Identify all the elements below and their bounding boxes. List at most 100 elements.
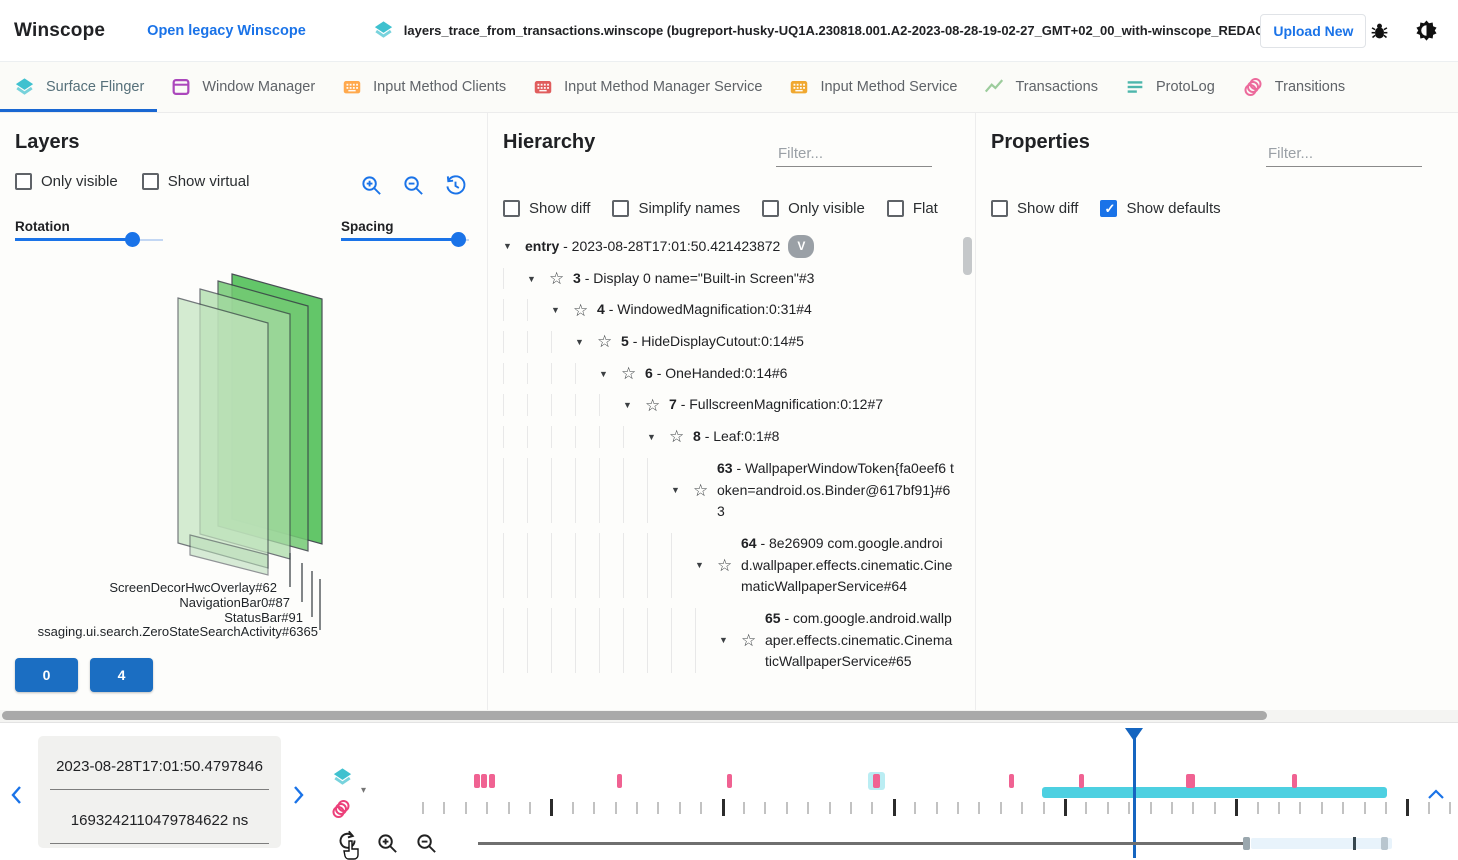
show-diff-checkbox[interactable]: Show diff [503, 200, 590, 217]
checkbox-box[interactable] [612, 200, 630, 217]
zoom-range-handle-left[interactable] [1243, 837, 1250, 850]
zoom-in-icon[interactable] [359, 173, 383, 197]
slider-thumb[interactable] [450, 232, 466, 247]
star-icon[interactable]: ☆ [669, 427, 685, 447]
reset-view-icon[interactable] [443, 173, 467, 197]
zoom-range-track[interactable] [478, 842, 1243, 845]
hierarchy-filter-input[interactable] [776, 141, 932, 167]
transition-event-marker[interactable] [1186, 774, 1195, 788]
tree-node[interactable]: ▼ ☆ 5 - HideDisplayCutout:0:14#5 [503, 326, 960, 358]
expand-arrow-icon[interactable]: ▼ [719, 635, 728, 646]
expand-arrow-icon[interactable]: ▼ [599, 368, 608, 379]
checkbox-box[interactable] [886, 200, 904, 217]
tree-node[interactable]: ▼ ☆ 3 - Display 0 name="Built-in Screen"#3 [503, 263, 960, 295]
expand-arrow-icon[interactable]: ▼ [623, 400, 632, 411]
expand-arrow-icon[interactable]: ▼ [575, 336, 584, 347]
transition-event-marker[interactable] [481, 774, 487, 788]
slider-thumb[interactable] [125, 232, 141, 247]
star-icon[interactable]: ☆ [549, 269, 565, 289]
star-icon[interactable]: ☆ [597, 332, 613, 352]
tab-input-method-manager-service[interactable]: Input Method Manager Service [519, 62, 775, 112]
transition-event-marker[interactable] [1079, 774, 1084, 788]
timeline-ruler[interactable] [415, 723, 1458, 860]
tree-node[interactable]: ▼ ☆ 65 - com.google.android.wallpaper.effe… [503, 603, 960, 678]
star-icon[interactable]: ☆ [645, 395, 661, 415]
tree-node[interactable]: ▼ entry - 2023-08-28T17:01:50.421423872 V [503, 230, 960, 263]
expand-arrow-icon[interactable]: ▼ [527, 273, 536, 284]
transition-event-marker[interactable] [727, 774, 732, 788]
reset-zoom-icon[interactable] [337, 830, 358, 856]
checkbox-box[interactable] [141, 173, 159, 190]
expand-arrow-icon[interactable]: ▼ [671, 485, 680, 496]
tab-protolog[interactable]: ProtoLog [1111, 62, 1228, 112]
playhead-handle[interactable] [1125, 728, 1143, 741]
star-icon[interactable]: ☆ [693, 480, 709, 500]
only-visible-checkbox[interactable]: Only visible [762, 200, 865, 217]
tree-node[interactable]: ▼ ☆ 7 - FullscreenMagnification:0:12#7 [503, 389, 960, 421]
expand-timeline-button[interactable] [1426, 783, 1446, 807]
show-virtual-checkbox[interactable]: Show virtual [141, 173, 249, 190]
transition-event-marker[interactable] [1292, 774, 1297, 788]
flat-checkbox[interactable]: Flat [886, 200, 938, 217]
only-visible-checkbox[interactable]: Only visible [15, 173, 118, 190]
checkbox-box[interactable] [1100, 200, 1118, 217]
scrollbar-thumb[interactable] [2, 711, 1267, 720]
simplify-names-checkbox[interactable]: Simplify names [612, 200, 740, 217]
properties-filter-input[interactable] [1266, 141, 1422, 167]
next-entry-button[interactable] [288, 783, 308, 807]
show-diff-checkbox[interactable]: Show diff [991, 200, 1078, 217]
playhead-line[interactable] [1133, 728, 1136, 858]
surface-flinger-trace-icon[interactable] [331, 766, 354, 794]
tree-node[interactable]: ▼ ☆ 8 - Leaf:0:1#8 [503, 421, 960, 453]
layer-id-button[interactable]: 0 [15, 658, 78, 692]
transition-event-marker[interactable] [1009, 774, 1014, 788]
expand-arrow-icon[interactable]: ▼ [551, 305, 560, 316]
previous-entry-button[interactable] [6, 783, 26, 807]
checkbox-box[interactable] [991, 200, 1008, 217]
tab-window-manager[interactable]: Window Manager [157, 62, 328, 112]
timestamp-ns-input[interactable] [50, 798, 269, 844]
star-icon[interactable]: ☆ [717, 555, 733, 575]
tab-input-method-clients[interactable]: Input Method Clients [328, 62, 519, 112]
tree-node[interactable]: ▼ ☆ 6 - OneHanded:0:14#6 [503, 358, 960, 390]
open-legacy-link[interactable]: Open legacy Winscope [147, 22, 306, 39]
tab-input-method-service[interactable]: Input Method Service [775, 62, 970, 112]
transition-event-marker[interactable] [474, 774, 480, 788]
zoom-out-icon[interactable] [401, 173, 425, 197]
zoom-range-handle-right[interactable] [1381, 837, 1388, 850]
tab-transitions[interactable]: Transitions [1228, 62, 1358, 112]
transitions-trace-icon[interactable] [329, 797, 353, 826]
transition-event-marker[interactable] [617, 774, 622, 788]
spacing-slider[interactable] [341, 231, 469, 249]
timeline-zoom-in-icon[interactable] [376, 832, 399, 860]
layers-3d-scene[interactable]: ScreenDecorHwcOverlay#62 NavigationBar0#8… [0, 253, 487, 639]
transition-event-marker[interactable] [489, 774, 495, 788]
star-icon[interactable]: ☆ [741, 630, 757, 650]
trace-coverage-bar[interactable] [1042, 787, 1387, 798]
expand-arrow-icon[interactable]: ▼ [695, 560, 704, 571]
hierarchy-scrollbar[interactable] [963, 230, 972, 695]
tree-node[interactable]: ▼ ☆ 64 - 8e26909 com.google.android.wallpa… [503, 528, 960, 603]
scrollbar-thumb[interactable] [963, 237, 972, 275]
checkbox-box[interactable] [762, 200, 780, 217]
tab-transactions[interactable]: Transactions [970, 62, 1110, 112]
timeline-zoom-out-icon[interactable] [415, 832, 438, 860]
checkbox-box[interactable] [15, 173, 32, 190]
main-horizontal-scrollbar[interactable] [0, 710, 1458, 722]
tree-node[interactable]: ▼ ☆ 63 - WallpaperWindowToken{fa0eef6 toke… [503, 453, 960, 528]
report-bug-icon[interactable] [1368, 19, 1391, 43]
timestamp-input[interactable] [50, 744, 269, 790]
tab-surface-flinger[interactable]: Surface Flinger [0, 62, 158, 112]
expand-arrow-icon[interactable]: ▼ [503, 241, 512, 252]
upload-new-button[interactable]: Upload New [1260, 13, 1367, 48]
tree-node[interactable]: ▼ ☆ 4 - WindowedMagnification:0:31#4 [503, 294, 960, 326]
show-defaults-checkbox[interactable]: Show defaults [1100, 200, 1221, 217]
star-icon[interactable]: ☆ [573, 300, 589, 320]
transition-event-marker[interactable] [873, 774, 880, 788]
layer-id-button[interactable]: 4 [90, 658, 153, 692]
checkbox-box[interactable] [503, 200, 520, 217]
trace-select-caret-icon[interactable]: ▾ [361, 785, 367, 796]
zoom-range-selection[interactable] [1251, 838, 1392, 849]
expand-arrow-icon[interactable]: ▼ [647, 431, 656, 442]
star-icon[interactable]: ☆ [621, 364, 637, 384]
